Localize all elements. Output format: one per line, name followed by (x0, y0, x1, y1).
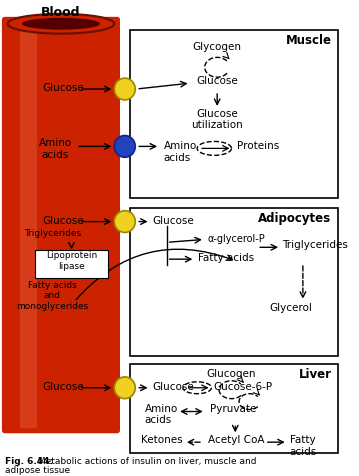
Text: α-glycerol-P: α-glycerol-P (208, 235, 265, 245)
Text: Ketones: Ketones (141, 435, 183, 445)
FancyBboxPatch shape (35, 250, 108, 278)
Text: Gucose-6-P: Gucose-6-P (213, 382, 272, 392)
Text: adipose tissue: adipose tissue (5, 466, 70, 475)
FancyBboxPatch shape (130, 364, 338, 453)
Text: Glycogen: Glycogen (193, 41, 242, 51)
Text: Glucose: Glucose (153, 216, 194, 226)
Text: Metabolic actions of insulin on liver, muscle and: Metabolic actions of insulin on liver, m… (35, 457, 257, 466)
Circle shape (114, 136, 135, 157)
FancyBboxPatch shape (2, 17, 120, 433)
Text: Muscle: Muscle (285, 34, 331, 47)
Text: Amino
acids: Amino acids (164, 141, 197, 163)
Text: Acetyl CoA: Acetyl CoA (208, 435, 264, 445)
Text: Glucose: Glucose (153, 382, 194, 392)
Text: Lipoprotein
lipase: Lipoprotein lipase (46, 251, 97, 271)
Text: Blood: Blood (41, 6, 81, 19)
Text: Amino
acids: Amino acids (145, 404, 178, 425)
Text: Triglycerides: Triglycerides (24, 229, 81, 238)
Text: Fatty
acids: Fatty acids (290, 435, 317, 457)
Text: Glycerol: Glycerol (269, 303, 312, 313)
Ellipse shape (8, 14, 114, 34)
FancyBboxPatch shape (130, 30, 338, 198)
Text: Liver: Liver (298, 368, 331, 381)
Text: Fatty acids
and
monoglycerides: Fatty acids and monoglycerides (16, 281, 89, 311)
Text: Glucose: Glucose (42, 83, 84, 93)
Text: Glucogen: Glucogen (207, 369, 256, 379)
Text: Adipocytes: Adipocytes (258, 212, 331, 225)
Text: Fatty acids: Fatty acids (198, 253, 254, 263)
FancyBboxPatch shape (20, 22, 37, 428)
Ellipse shape (22, 18, 100, 30)
Circle shape (114, 377, 135, 398)
Text: Glucose: Glucose (196, 76, 238, 86)
Text: Proteins: Proteins (237, 141, 279, 151)
Text: Triglycerides: Triglycerides (282, 240, 348, 250)
FancyBboxPatch shape (130, 208, 338, 356)
Circle shape (114, 78, 135, 100)
Text: Amino
acids: Amino acids (39, 139, 72, 160)
Text: Glucose: Glucose (42, 216, 84, 226)
Circle shape (114, 211, 135, 232)
Text: Glucose: Glucose (42, 382, 84, 392)
Text: Glucose
utilization: Glucose utilization (191, 109, 243, 130)
Text: Pyruvate: Pyruvate (210, 404, 256, 414)
Text: Fig. 6.44:: Fig. 6.44: (5, 457, 53, 466)
